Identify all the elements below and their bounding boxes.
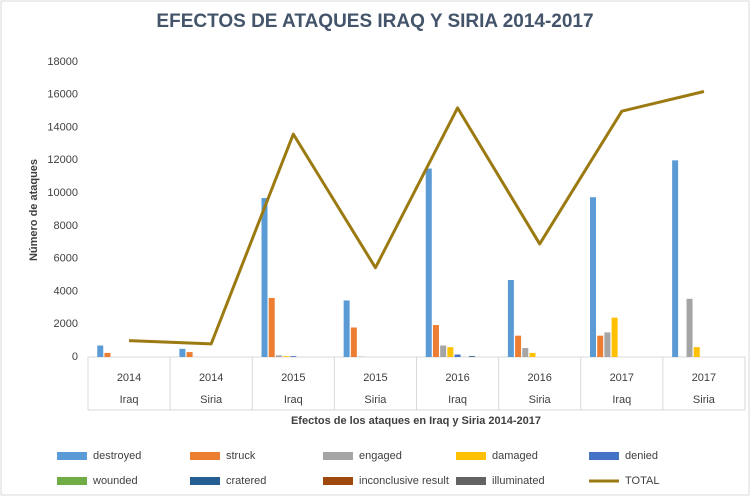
legend-swatch bbox=[323, 452, 353, 460]
y-tick-label: 18000 bbox=[47, 56, 78, 68]
bar bbox=[468, 356, 475, 357]
y-tick-label: 10000 bbox=[47, 187, 78, 199]
y-tick-label: 8000 bbox=[54, 220, 78, 232]
x-tick-label: 2016 bbox=[445, 372, 469, 384]
bar bbox=[432, 325, 439, 357]
bar bbox=[686, 298, 693, 357]
bar bbox=[447, 347, 454, 357]
bar bbox=[268, 298, 275, 357]
line bbox=[129, 90, 705, 346]
y-tick-label: 12000 bbox=[47, 154, 78, 166]
bar bbox=[454, 354, 461, 357]
legend-label: TOTAL bbox=[625, 475, 659, 487]
x-tick-label: 2014 bbox=[199, 372, 223, 384]
legend-swatch bbox=[190, 452, 220, 460]
bar bbox=[529, 352, 536, 357]
y-tick-label: 14000 bbox=[47, 121, 78, 133]
bar bbox=[283, 356, 290, 357]
legend-swatch bbox=[57, 477, 87, 485]
x-axis-title: Efectos de los ataques en Iraq y Siria 2… bbox=[291, 415, 541, 427]
bar bbox=[179, 348, 186, 357]
x-subcategory-label: Siria bbox=[200, 394, 223, 406]
x-tick-label: 2016 bbox=[527, 372, 551, 384]
legend-label: illuminated bbox=[492, 475, 545, 487]
x-subcategory-label: Siria bbox=[693, 394, 716, 406]
x-tick-label: 2014 bbox=[117, 372, 141, 384]
bar bbox=[590, 197, 597, 357]
bar bbox=[186, 352, 193, 357]
y-tick-label: 16000 bbox=[47, 89, 78, 101]
x-tick-label: 2015 bbox=[363, 372, 387, 384]
bar bbox=[672, 160, 679, 357]
legend-label: engaged bbox=[359, 450, 402, 462]
legend-label: wounded bbox=[92, 475, 138, 487]
y-axis-title: Número de ataques bbox=[28, 159, 40, 261]
bar bbox=[290, 356, 297, 357]
legend-swatch bbox=[589, 452, 619, 460]
bar bbox=[104, 352, 111, 357]
x-tick-label: 2015 bbox=[281, 372, 305, 384]
x-subcategory-label: Iraq bbox=[448, 394, 467, 406]
bar bbox=[261, 198, 268, 357]
legend-swatch bbox=[456, 452, 486, 460]
bar bbox=[522, 347, 529, 357]
chart-title: EFECTOS DE ATAQUES IRAQ Y SIRIA 2014-201… bbox=[156, 11, 593, 32]
legend-swatch bbox=[323, 477, 353, 485]
bar bbox=[604, 332, 611, 357]
legend-swatch bbox=[57, 452, 87, 460]
legend-label: struck bbox=[226, 450, 256, 462]
bar bbox=[507, 279, 514, 357]
bar bbox=[440, 345, 447, 357]
y-tick-label: 0 bbox=[72, 351, 78, 363]
bar bbox=[597, 335, 604, 357]
x-tick-label: 2017 bbox=[610, 372, 634, 384]
bar bbox=[611, 317, 618, 357]
x-subcategory-label: Siria bbox=[529, 394, 552, 406]
x-subcategory-label: Iraq bbox=[120, 394, 139, 406]
bar bbox=[693, 347, 700, 357]
bar bbox=[97, 345, 104, 357]
bar bbox=[343, 300, 350, 357]
x-tick-label: 2017 bbox=[692, 372, 716, 384]
legend-swatch bbox=[456, 477, 486, 485]
y-tick-label: 6000 bbox=[54, 253, 78, 265]
y-tick-label: 2000 bbox=[54, 318, 78, 330]
x-subcategory-label: Iraq bbox=[612, 394, 631, 406]
legend-label: denied bbox=[625, 450, 658, 462]
bar bbox=[515, 335, 522, 357]
bar bbox=[350, 327, 357, 357]
y-tick-label: 4000 bbox=[54, 285, 78, 297]
x-subcategory-label: Iraq bbox=[284, 394, 303, 406]
legend-label: cratered bbox=[226, 475, 266, 487]
bar bbox=[425, 168, 432, 357]
bar bbox=[275, 355, 282, 357]
legend-label: destroyed bbox=[93, 450, 141, 462]
legend-swatch bbox=[190, 477, 220, 485]
x-subcategory-label: Siria bbox=[364, 394, 387, 406]
legend-label: inconclusive result bbox=[359, 475, 449, 487]
legend-label: damaged bbox=[492, 450, 538, 462]
